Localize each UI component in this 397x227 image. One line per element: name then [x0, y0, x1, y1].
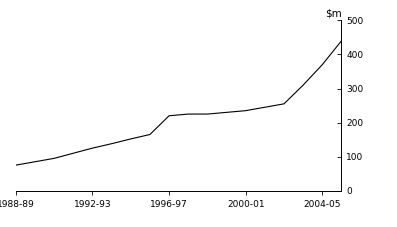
- Text: $m: $m: [325, 9, 341, 19]
